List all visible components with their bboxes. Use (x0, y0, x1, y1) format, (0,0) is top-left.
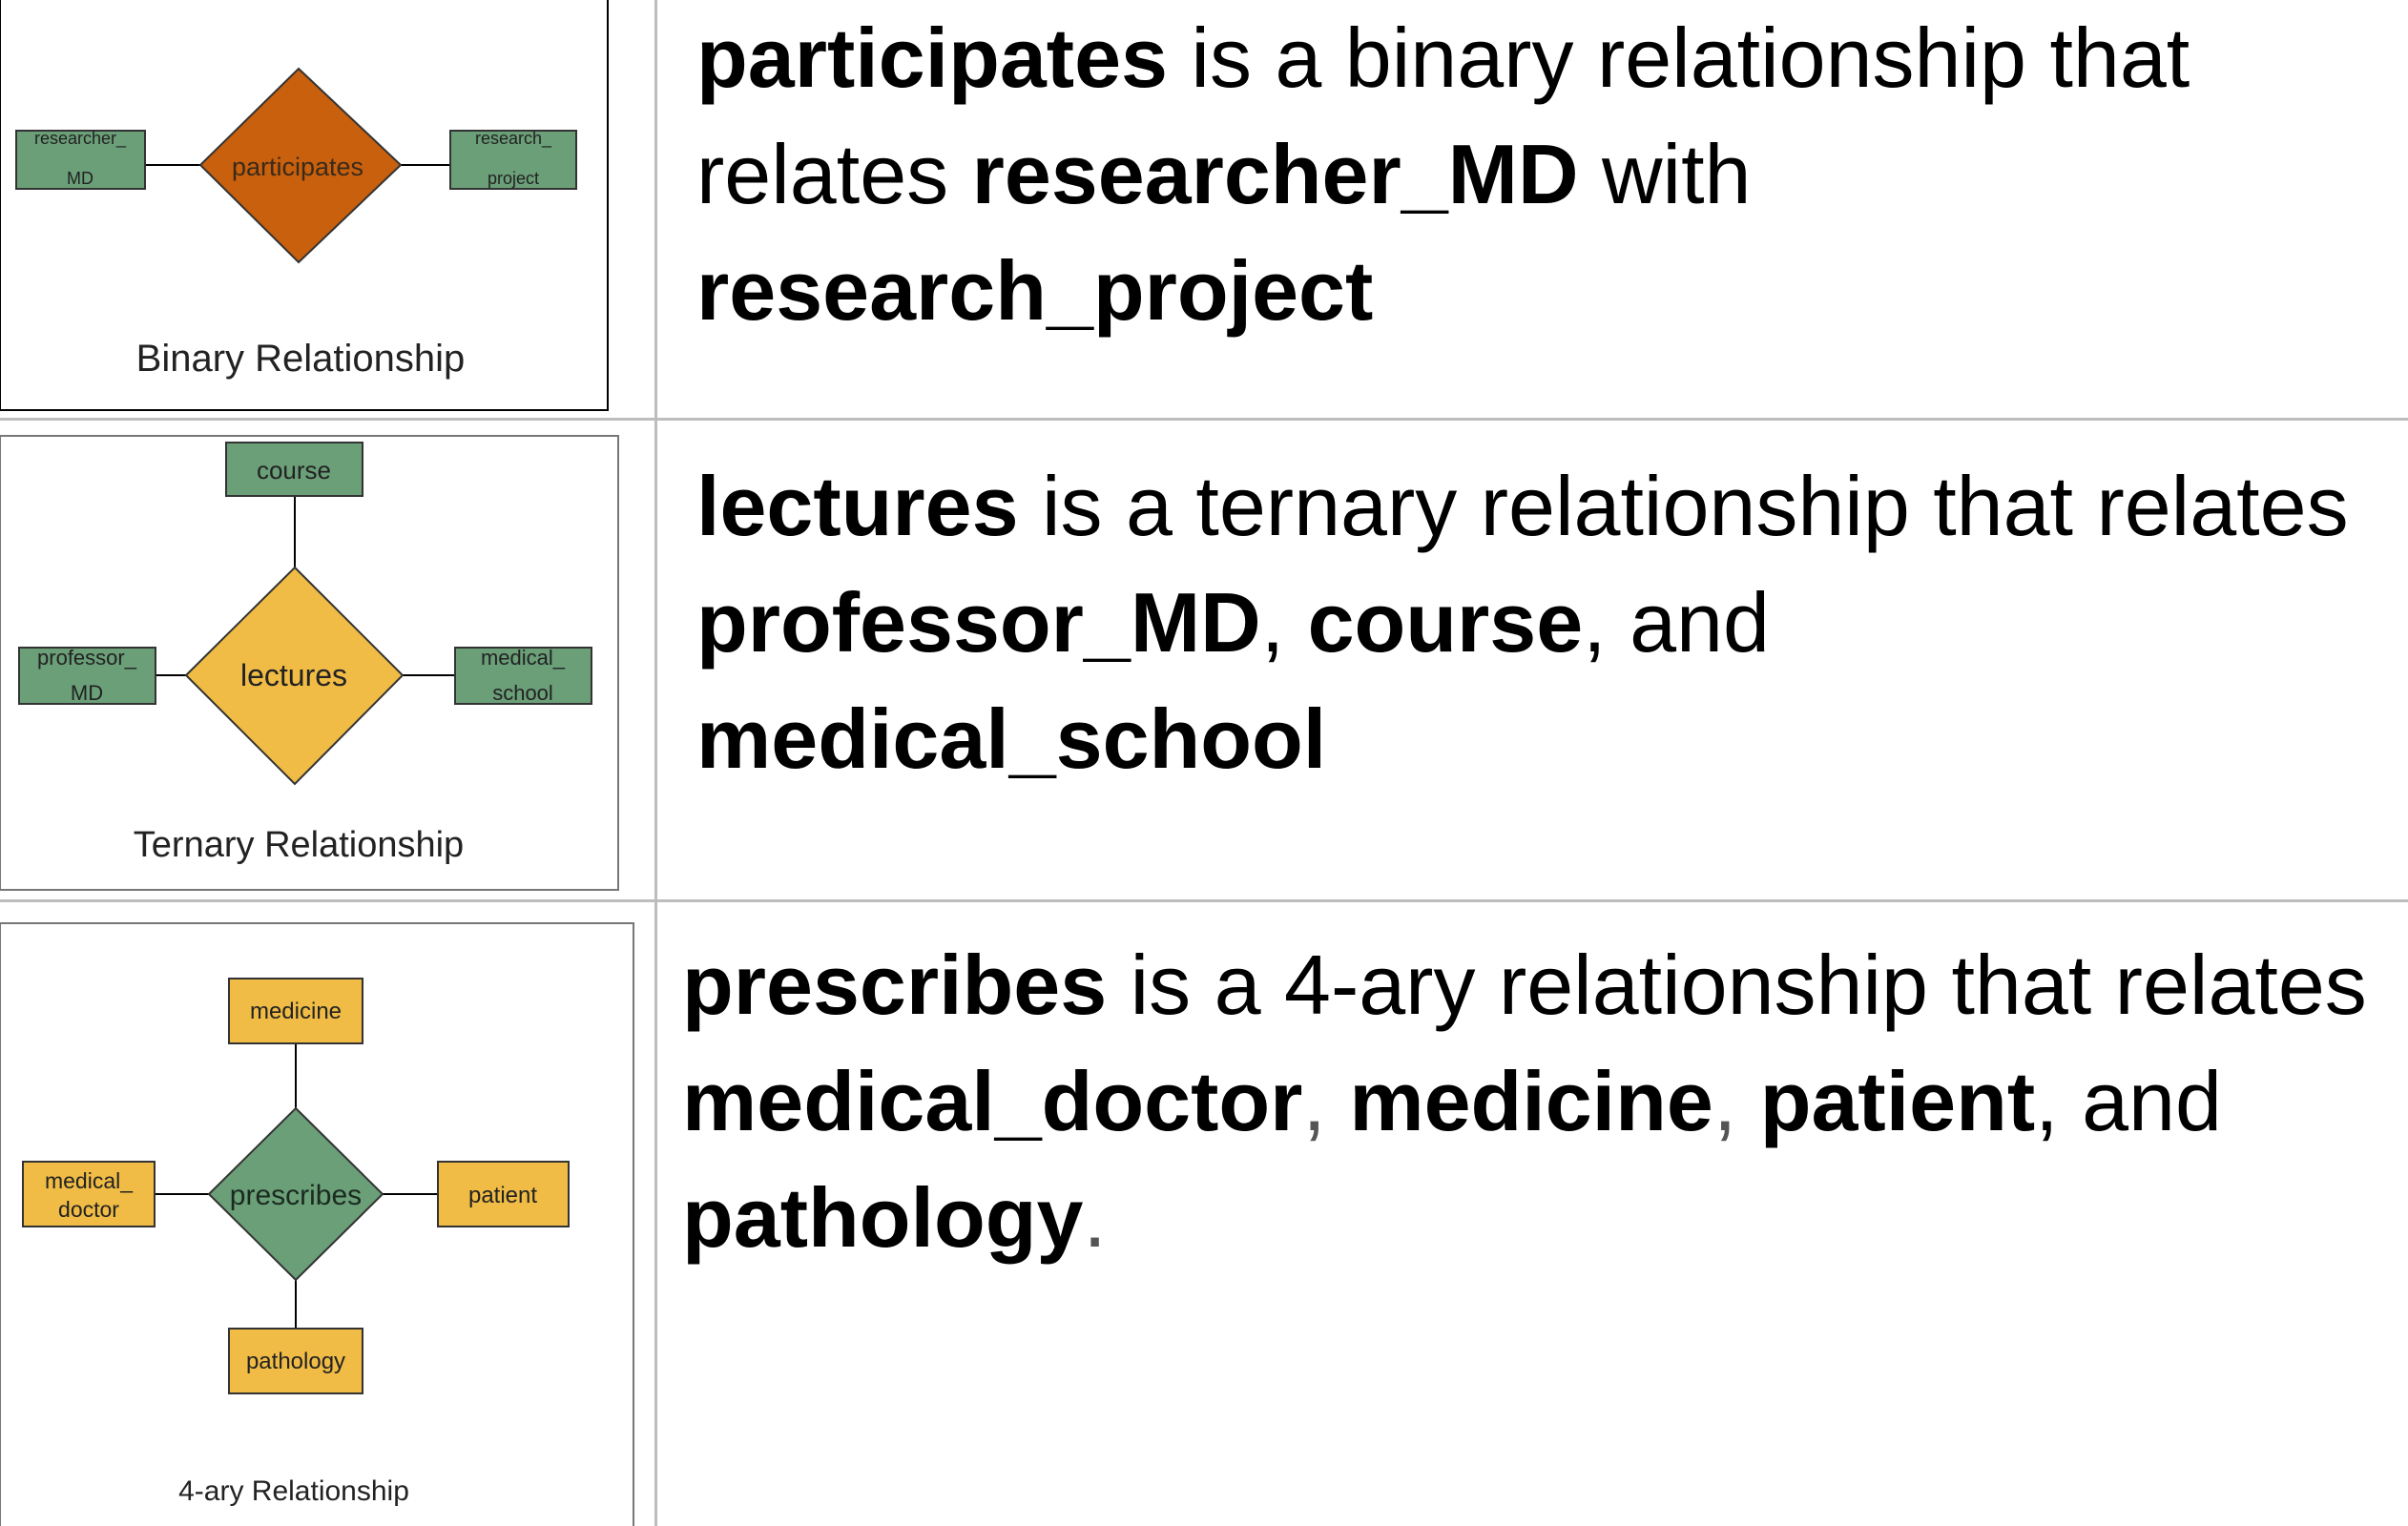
relationship-diamond-lectures (184, 566, 405, 786)
row-divider-2 (0, 899, 2408, 902)
relationship-name: participates (696, 10, 1168, 105)
entity-label: MD (67, 169, 93, 188)
description-text: is a 4-ary relationship that relates (1107, 938, 2367, 1032)
entity-name: professor_MD (696, 575, 1261, 670)
entity-label: researcher_ (34, 129, 127, 149)
entity-label: doctor (58, 1197, 119, 1222)
column-divider (654, 0, 657, 1526)
relationship-label: participates (232, 153, 363, 181)
entity-label: professor_ (37, 646, 137, 670)
diagram-caption: Ternary Relationship (134, 825, 464, 865)
entity-name: medical_school (696, 691, 1327, 786)
description-text (1326, 1054, 1349, 1148)
four-ary-diagram-panel: medicine medical_ doctor patient patholo… (0, 902, 654, 1526)
row-divider-1 (0, 418, 2408, 421)
relationship-name: prescribes (682, 938, 1108, 1032)
ternary-diagram: course professor_ MD medical_ school lec… (0, 435, 619, 891)
relationship-diamond-prescribes (207, 1106, 384, 1282)
description-text: with (1578, 127, 1752, 221)
description-text: , (1302, 1054, 1326, 1148)
description-text: is a ternary relationship that relates (1018, 459, 2396, 553)
relationship-diamond-participates (198, 67, 403, 264)
relationship-name: lectures (696, 459, 1019, 553)
description-text: , and (2035, 1054, 2222, 1148)
entity-course (225, 442, 363, 497)
binary-diagram: researcher_ MD research_ project partici… (0, 0, 609, 411)
entity-label: pathology (246, 1349, 345, 1374)
description-text: , (1260, 575, 1308, 670)
relationship-label: lectures (240, 658, 347, 692)
entity-label: medical_ (45, 1168, 134, 1193)
entity-name: patient (1759, 1054, 2036, 1148)
binary-diagram-panel: researcher_ MD research_ project partici… (0, 0, 654, 418)
ternary-diagram-panel: course professor_ MD medical_ school lec… (0, 421, 654, 899)
entity-name: research_project (696, 243, 1374, 338)
description-text: is a binary relationship that relates (696, 10, 2190, 221)
relationship-label: prescribes (230, 1180, 362, 1211)
entity-name: medical_doctor (682, 1054, 1303, 1148)
entity-researcher-md (15, 130, 146, 190)
entity-professor-md (18, 647, 156, 705)
entity-medicine (228, 978, 363, 1044)
description-text: , and (1583, 575, 1770, 670)
entity-name: researcher_MD (971, 127, 1579, 221)
entity-label: medicine (250, 999, 342, 1024)
entity-label: patient (468, 1183, 537, 1208)
diagram-caption: Binary Relationship (136, 338, 466, 380)
entity-name: medicine (1349, 1054, 1713, 1148)
entity-label: MD (71, 681, 103, 705)
entity-label: project (488, 169, 539, 188)
entity-pathology (228, 1328, 363, 1394)
entity-patient (437, 1161, 570, 1227)
entity-label: research_ (475, 129, 552, 149)
entity-medical-doctor (22, 1161, 156, 1227)
four-ary-description: prescribes is a 4-ary relationship that … (682, 927, 2380, 1276)
ternary-description: lectures is a ternary relationship that … (696, 448, 2395, 797)
entity-name: pathology (682, 1170, 1084, 1265)
description-text: , (1713, 1054, 1737, 1148)
entity-label: school (492, 681, 553, 705)
diagram-caption: 4-ary Relationship (178, 1475, 409, 1507)
entity-research-project (449, 130, 577, 190)
entity-medical-school (454, 647, 592, 705)
four-ary-diagram: medicine medical_ doctor patient patholo… (0, 922, 634, 1526)
entity-label: medical_ (481, 646, 566, 670)
entity-label: course (257, 456, 331, 485)
binary-description: participates is a binary relationship th… (696, 0, 2395, 349)
description-text (1736, 1054, 1759, 1148)
entity-name: course (1307, 575, 1584, 670)
description-text: . (1083, 1170, 1107, 1265)
